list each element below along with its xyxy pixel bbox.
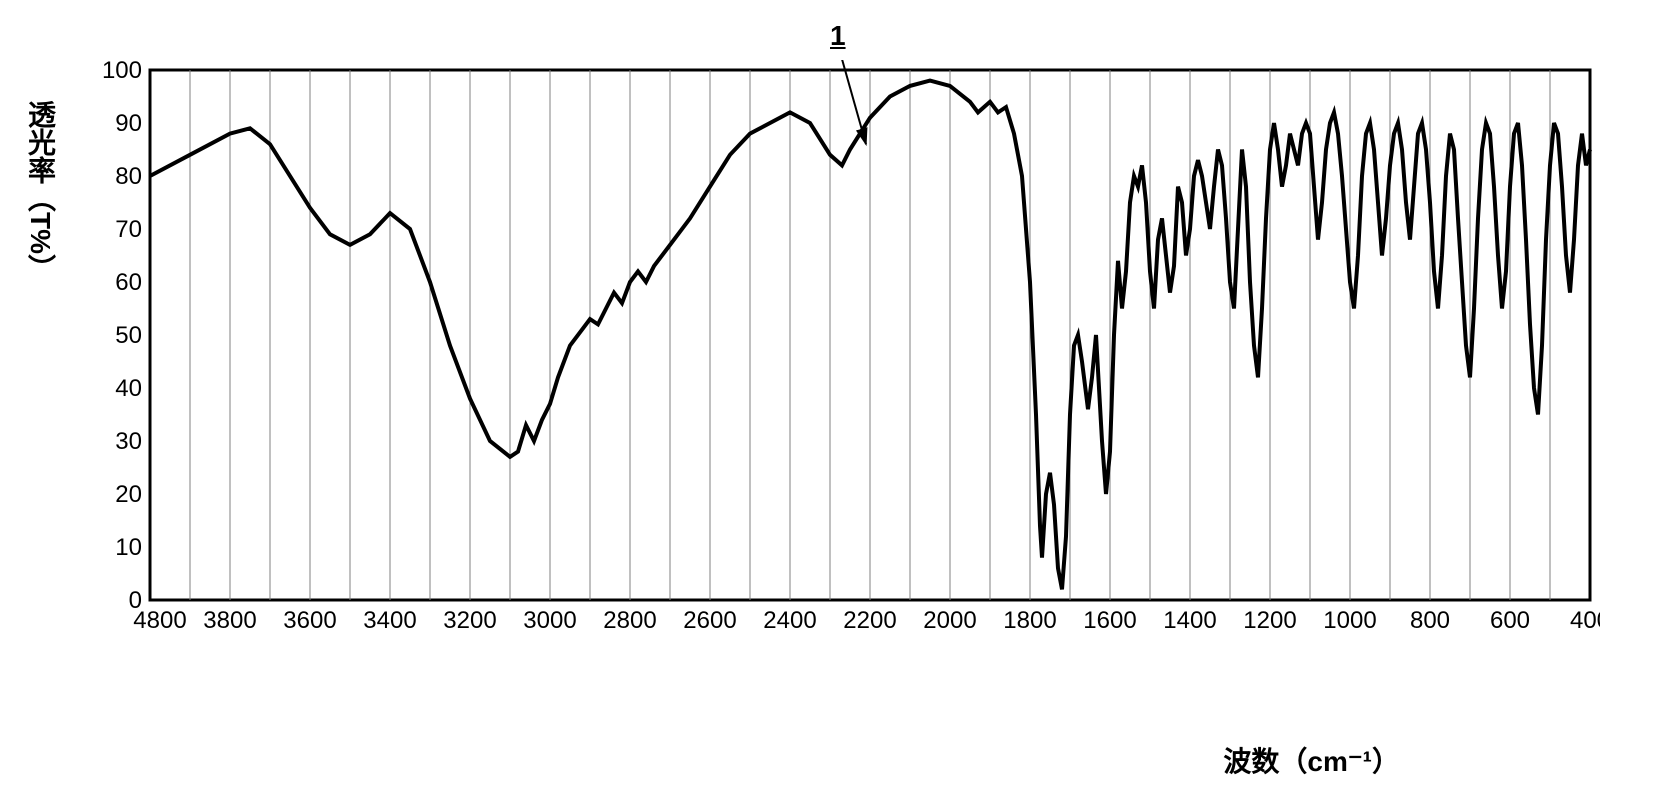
x-axis-label: 波数（cm⁻¹） (1223, 740, 1400, 780)
svg-text:50: 50 (115, 322, 142, 349)
chart-svg: 0102030405060708090100480038003600340032… (100, 60, 1600, 640)
svg-text:800: 800 (1410, 607, 1450, 634)
y-axis-label: 透光率（T%） (20, 100, 60, 282)
svg-text:3400: 3400 (363, 607, 416, 634)
svg-text:10: 10 (115, 534, 142, 561)
ir-spectrum-chart: 透光率（T%） 波数（cm⁻¹） 1 010203040506070809010… (20, 20, 1640, 780)
svg-text:4800: 4800 (133, 607, 186, 634)
svg-text:1800: 1800 (1003, 607, 1056, 634)
svg-text:1000: 1000 (1323, 607, 1376, 634)
svg-text:2600: 2600 (683, 607, 736, 634)
svg-text:3800: 3800 (203, 607, 256, 634)
svg-text:90: 90 (115, 110, 142, 137)
svg-text:1400: 1400 (1163, 607, 1216, 634)
svg-text:30: 30 (115, 428, 142, 455)
peak-annotation-1: 1 (830, 20, 846, 52)
svg-text:40: 40 (115, 375, 142, 402)
svg-text:20: 20 (115, 481, 142, 508)
svg-text:600: 600 (1490, 607, 1530, 634)
svg-text:1200: 1200 (1243, 607, 1296, 634)
svg-text:2800: 2800 (603, 607, 656, 634)
svg-text:2000: 2000 (923, 607, 976, 634)
svg-text:1600: 1600 (1083, 607, 1136, 634)
svg-text:2400: 2400 (763, 607, 816, 634)
svg-text:2200: 2200 (843, 607, 896, 634)
svg-text:3200: 3200 (443, 607, 496, 634)
svg-text:70: 70 (115, 216, 142, 243)
svg-text:3000: 3000 (523, 607, 576, 634)
svg-text:80: 80 (115, 163, 142, 190)
svg-text:400: 400 (1570, 607, 1600, 634)
svg-text:100: 100 (102, 60, 142, 84)
svg-text:60: 60 (115, 269, 142, 296)
svg-text:3600: 3600 (283, 607, 336, 634)
